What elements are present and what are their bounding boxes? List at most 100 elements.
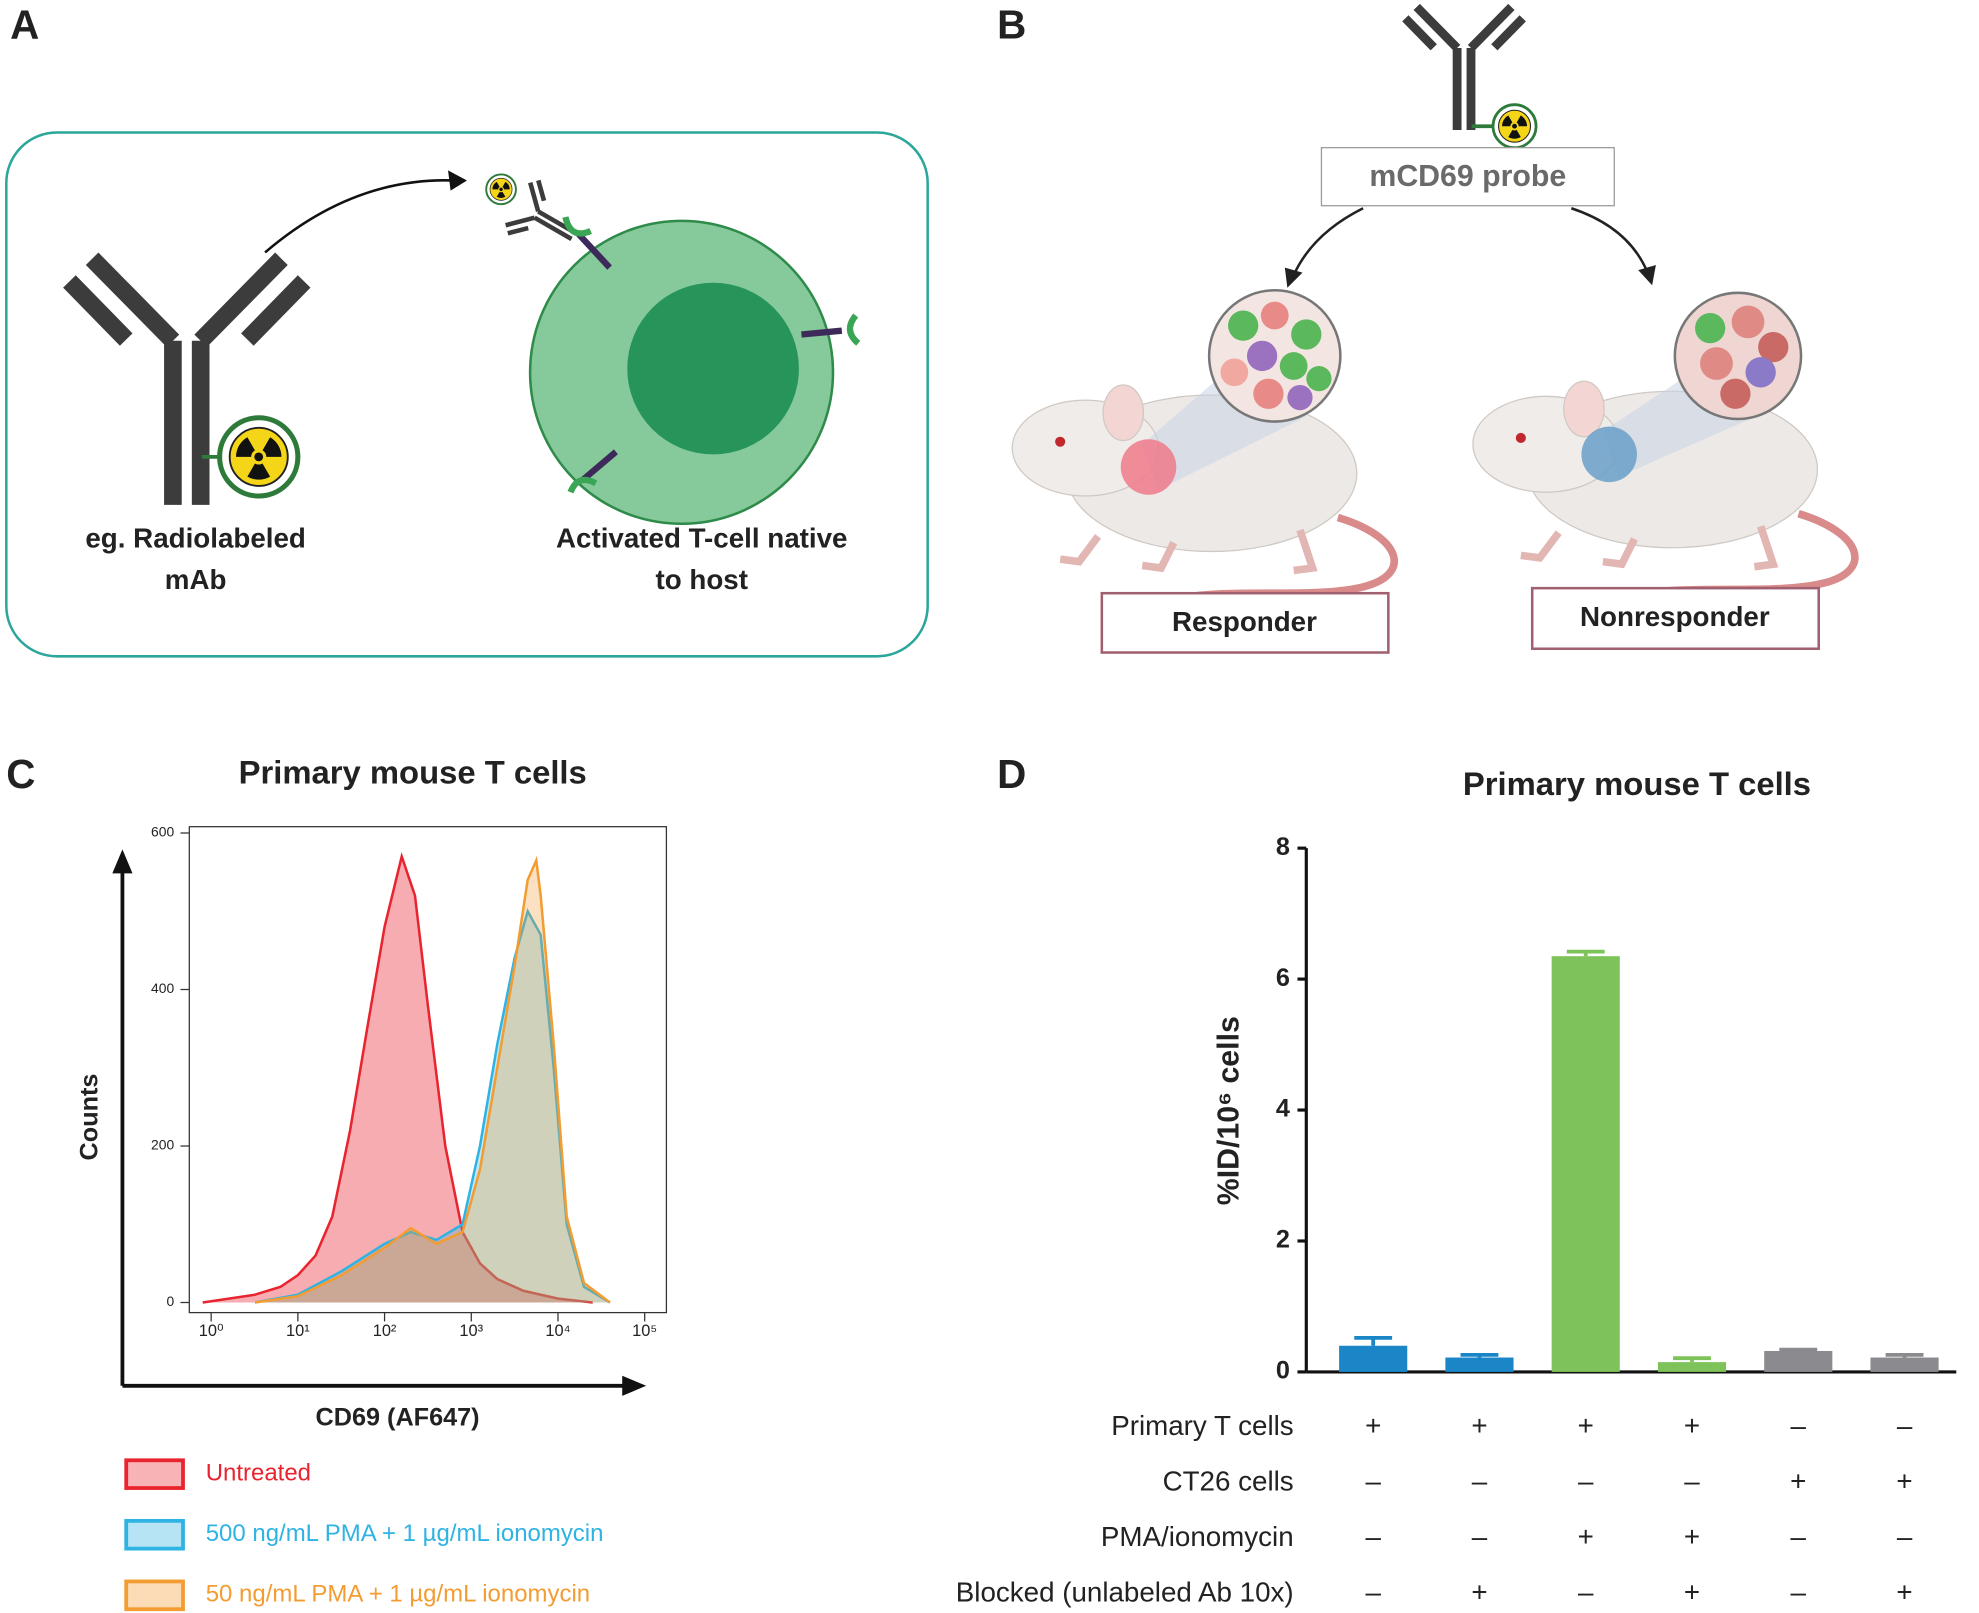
error-bar (1354, 1335, 1393, 1346)
label-box (1530, 586, 1820, 650)
plot-area (202, 851, 611, 1304)
y-tick-label: 0 (1276, 1357, 1290, 1385)
y-tick-label: 6 (1276, 964, 1290, 992)
cells (1220, 301, 1332, 411)
area-outline (202, 851, 593, 1304)
condition-sign: + (1684, 1410, 1700, 1441)
condition-sign: + (1365, 1410, 1381, 1441)
x-tick-label: 10¹ (286, 1322, 310, 1340)
cell-label: to host (655, 564, 747, 595)
nucleus (627, 282, 799, 455)
antibody-label: mAb (165, 564, 227, 595)
x-axis-label: CD69 (AF647) (316, 1403, 480, 1431)
y-tick-label: 4 (1276, 1095, 1290, 1123)
condition-sign: – (1897, 1521, 1913, 1552)
area-fill (254, 860, 611, 1303)
panel-letter: B (997, 1, 1026, 47)
area-fill (202, 856, 593, 1303)
legend-swatch (124, 1518, 185, 1551)
y-tick-label: 2 (1276, 1226, 1290, 1254)
arrowhead (1638, 265, 1656, 286)
cells (1695, 305, 1789, 409)
x-tick-label: 10⁴ (545, 1322, 570, 1340)
nonresponder-label: Nonresponder (1580, 601, 1770, 632)
y-tick-label: 8 (1276, 833, 1290, 861)
arrowhead (448, 170, 467, 191)
y-tick-label: 400 (151, 980, 174, 996)
radio-label (485, 173, 517, 206)
condition-sign: – (1791, 1521, 1807, 1552)
legend-swatch (124, 1579, 185, 1612)
condition-sign: + (1578, 1521, 1594, 1552)
receptors (575, 231, 843, 483)
condition-sign: – (1684, 1465, 1700, 1496)
condition-label: CT26 cells (1163, 1465, 1294, 1496)
receptor-cups (562, 216, 861, 494)
tumor (1120, 439, 1177, 495)
bar (1445, 1357, 1514, 1372)
area-outline (254, 855, 611, 1304)
error-bar (1566, 949, 1605, 957)
label-box (1100, 591, 1390, 654)
error-bar (1460, 1353, 1499, 1358)
condition-label: Primary T cells (1111, 1410, 1293, 1441)
antibody-label: eg. Radiolabeled (85, 523, 306, 554)
arrowhead (1284, 267, 1303, 288)
arrow (1570, 207, 1649, 272)
y-tick-label: 0 (166, 1293, 174, 1309)
condition-sign: – (1897, 1410, 1913, 1441)
responder-label: Responder (1172, 606, 1317, 637)
panel-letter: D (997, 751, 1026, 797)
y-tick-label: 200 (151, 1137, 174, 1153)
condition-sign: – (1365, 1576, 1381, 1607)
error-bar (1885, 1353, 1924, 1358)
panel-frame (5, 131, 929, 658)
tumor (1581, 426, 1637, 483)
arrowhead (112, 849, 133, 874)
x-tick-label: 10² (373, 1322, 397, 1340)
condition-sign: + (1790, 1465, 1806, 1496)
legend-label: Untreated (206, 1459, 311, 1486)
condition-sign: – (1791, 1576, 1807, 1607)
condition-label: Blocked (unlabeled Ab 10x) (956, 1576, 1294, 1607)
bar (1657, 1362, 1727, 1372)
arrow (1292, 207, 1364, 276)
x-tick-label: 10⁰ (199, 1322, 224, 1340)
chart-title: Primary mouse T cells (1463, 765, 1811, 802)
probe-label: mCD69 probe (1369, 160, 1566, 193)
condition-sign: + (1684, 1576, 1700, 1607)
area-fill (254, 911, 611, 1303)
condition-sign: + (1578, 1410, 1594, 1441)
y-tick-label: 600 (151, 824, 174, 840)
panel-letter: A (10, 1, 39, 47)
probe-box (1320, 147, 1615, 207)
legend-swatch (124, 1458, 185, 1490)
condition-sign: + (1896, 1576, 1912, 1607)
condition-sign: – (1791, 1410, 1807, 1441)
plot-frame (188, 826, 668, 1314)
condition-sign: + (1896, 1465, 1912, 1496)
error-bar (1779, 1347, 1818, 1352)
arrow (264, 179, 455, 254)
y-axis-label: Counts (76, 1074, 104, 1161)
legend-label: 500 ng/mL PMA + 1 µg/mL ionomycin (206, 1520, 604, 1547)
y-axis-label: %ID/10⁶ cells (1213, 1016, 1246, 1205)
condition-sign: – (1472, 1465, 1488, 1496)
radio-label (220, 418, 298, 496)
legend-label: 50 ng/mL PMA + 1 µg/mL ionomycin (206, 1581, 590, 1608)
condition-sign: + (1471, 1410, 1487, 1441)
bar (1764, 1350, 1833, 1372)
arrowhead (622, 1375, 647, 1396)
condition-sign: – (1578, 1576, 1594, 1607)
x-tick-label: 10³ (459, 1322, 483, 1340)
radio-label (1491, 103, 1538, 150)
error-bar (1673, 1356, 1711, 1363)
condition-sign: + (1684, 1521, 1700, 1552)
bar (1339, 1345, 1408, 1372)
x-tick-label: 10⁵ (632, 1322, 657, 1340)
panel-letter: C (6, 751, 35, 797)
bar (1551, 956, 1620, 1372)
condition-sign: + (1471, 1576, 1487, 1607)
condition-sign: – (1365, 1465, 1381, 1496)
